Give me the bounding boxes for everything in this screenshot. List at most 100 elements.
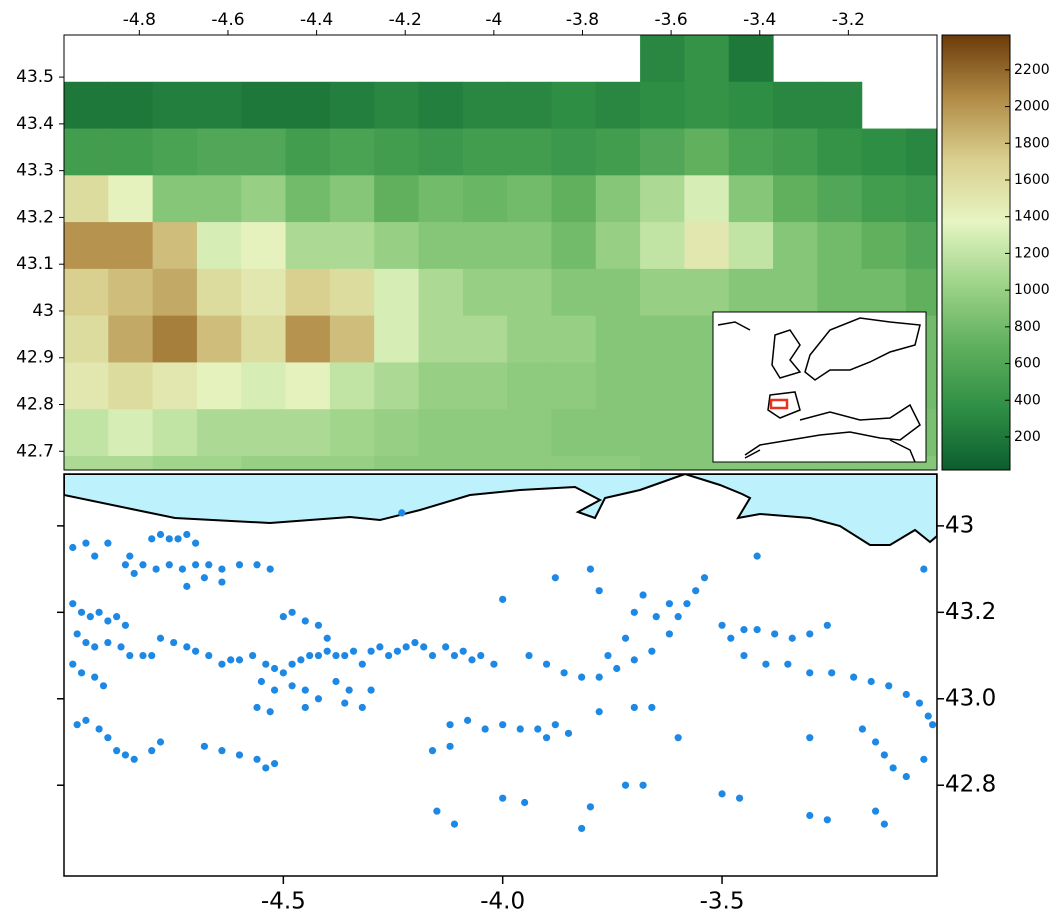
elevation-cell — [197, 175, 242, 222]
station-point — [639, 591, 646, 598]
station-point — [429, 747, 436, 754]
station-point — [69, 544, 76, 551]
station-point — [82, 717, 89, 724]
colorbar-label: 1000 — [1014, 282, 1050, 298]
elevation-cell — [507, 362, 552, 409]
station-point — [104, 639, 111, 646]
elevation-cell — [286, 129, 331, 176]
station-point — [315, 652, 322, 659]
elevation-cell — [241, 269, 286, 316]
station-point — [289, 609, 296, 616]
station-point — [359, 661, 366, 668]
elevation-cell — [330, 175, 375, 222]
station-point — [166, 535, 173, 542]
station-point — [578, 674, 585, 681]
elevation-cell — [108, 82, 153, 129]
station-point — [236, 656, 243, 663]
station-point — [789, 635, 796, 642]
elevation-cell — [153, 82, 198, 129]
station-point — [824, 622, 831, 629]
station-point — [78, 669, 85, 676]
station-point — [74, 630, 81, 637]
elevation-cell — [286, 362, 331, 409]
elevation-cell — [64, 129, 109, 176]
station-point — [420, 643, 427, 650]
station-point — [451, 652, 458, 659]
station-point — [95, 725, 102, 732]
elevation-cell — [286, 409, 331, 456]
y-tick-label: 42.8 — [16, 395, 54, 415]
station-point — [631, 656, 638, 663]
elevation-cell — [286, 222, 331, 269]
elevation-cell — [684, 129, 729, 176]
station-point — [117, 643, 124, 650]
elevation-cell — [241, 316, 286, 363]
station-point — [280, 613, 287, 620]
station-point — [460, 648, 467, 655]
elevation-cell — [108, 175, 153, 222]
x-tick-label: -3.6 — [655, 10, 688, 30]
elevation-cell — [330, 82, 375, 129]
station-point — [170, 639, 177, 646]
station-point — [341, 652, 348, 659]
station-point — [828, 669, 835, 676]
elevation-cell — [463, 316, 508, 363]
station-point — [639, 782, 646, 789]
station-point — [653, 613, 660, 620]
station-point — [736, 795, 743, 802]
station-point — [885, 682, 892, 689]
station-point — [903, 773, 910, 780]
elevation-cell — [153, 409, 198, 456]
elevation-cell — [241, 222, 286, 269]
station-point — [131, 570, 138, 577]
station-point — [122, 622, 129, 629]
station-point — [613, 665, 620, 672]
station-point — [183, 583, 190, 590]
colorbar-label: 1600 — [1014, 172, 1050, 188]
elevation-cell — [817, 175, 862, 222]
elevation-cell — [286, 269, 331, 316]
station-point — [534, 725, 541, 732]
station-point — [104, 540, 111, 547]
station-point — [218, 565, 225, 572]
station-point — [648, 704, 655, 711]
y-tick-label: 43.1 — [16, 254, 54, 274]
elevation-cell — [684, 269, 729, 316]
station-point — [148, 652, 155, 659]
elevation-cell — [596, 82, 641, 129]
elevation-cell — [596, 362, 641, 409]
station-point — [139, 652, 146, 659]
station-point — [104, 734, 111, 741]
elevation-cell — [684, 82, 729, 129]
elevation-cell — [153, 316, 198, 363]
station-point — [552, 574, 559, 581]
station-point — [740, 626, 747, 633]
elevation-cell — [419, 316, 464, 363]
station-point — [622, 782, 629, 789]
y-tick-label: 43.0 — [945, 685, 996, 711]
elevation-cell — [507, 129, 552, 176]
station-point — [754, 553, 761, 560]
station-point — [267, 708, 274, 715]
elevation-cell — [862, 175, 907, 222]
station-point — [289, 661, 296, 668]
colorbar-label: 200 — [1014, 429, 1041, 445]
station-point — [69, 661, 76, 668]
station-point — [561, 669, 568, 676]
station-point — [740, 652, 747, 659]
station-point — [631, 704, 638, 711]
elevation-cell — [286, 316, 331, 363]
station-point — [253, 561, 260, 568]
station-point — [82, 639, 89, 646]
elevation-cell — [463, 82, 508, 129]
colorbar — [942, 35, 1010, 470]
station-point — [596, 708, 603, 715]
station-point — [482, 725, 489, 732]
elevation-cell — [374, 175, 419, 222]
elevation-cell — [330, 316, 375, 363]
elevation-cell — [108, 316, 153, 363]
elevation-cell — [64, 82, 109, 129]
elevation-cell — [817, 82, 862, 129]
elevation-cell — [817, 129, 862, 176]
station-point — [718, 790, 725, 797]
